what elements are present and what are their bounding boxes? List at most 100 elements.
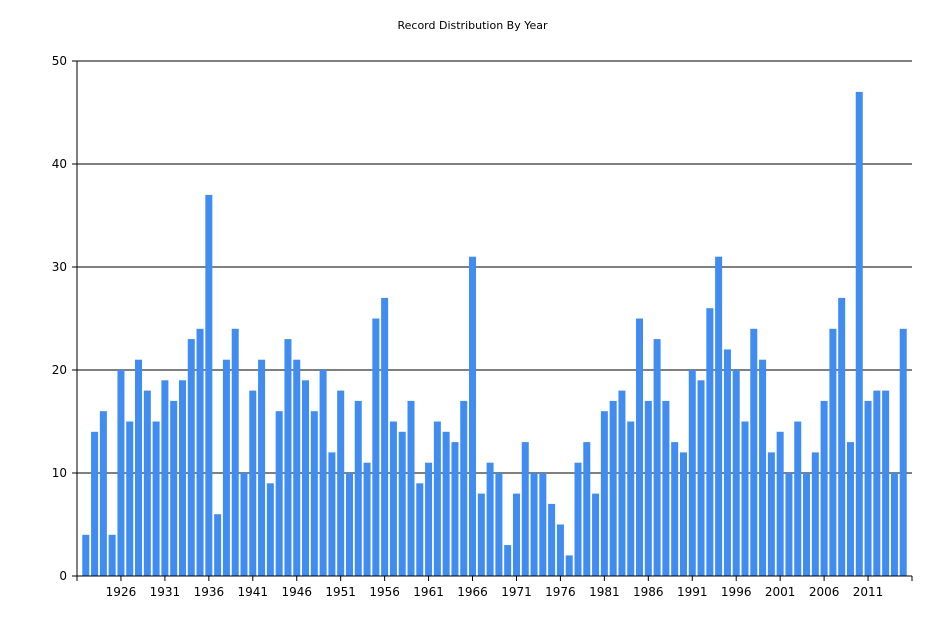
y-tick-label: 10 — [52, 466, 67, 480]
bar-1966 — [469, 256, 477, 576]
bar-2009 — [846, 442, 854, 576]
bar-1964 — [451, 442, 459, 576]
bar-1945 — [284, 339, 292, 576]
bar-1997 — [741, 421, 749, 576]
x-tick-label: 1946 — [281, 585, 312, 599]
bar-1996 — [732, 370, 740, 576]
bar-1991 — [688, 370, 696, 576]
bar-1993 — [706, 308, 714, 576]
bar-2012 — [873, 390, 881, 576]
chart-title: Record Distribution By Year — [397, 19, 548, 32]
bar-2013 — [882, 390, 890, 576]
x-tick-label: 1976 — [545, 585, 576, 599]
bar-2003 — [794, 421, 802, 576]
bar-1980 — [592, 493, 600, 576]
bar-1952 — [345, 473, 353, 576]
bar-1965 — [460, 400, 468, 576]
bar-1959 — [407, 400, 415, 576]
bar-1962 — [433, 421, 441, 576]
bar-2015 — [899, 328, 907, 576]
bar-2000 — [767, 452, 775, 576]
bar-1927 — [126, 421, 134, 576]
bar-1961 — [425, 462, 433, 576]
x-tick-label: 1996 — [721, 585, 752, 599]
x-tick-label: 1961 — [413, 585, 444, 599]
bar-1971 — [512, 493, 520, 576]
bar-1943 — [266, 483, 274, 576]
bar-1947 — [302, 380, 310, 576]
bar-2006 — [820, 400, 828, 576]
bar-1979 — [583, 442, 591, 576]
bar-1958 — [398, 431, 406, 576]
bar-1960 — [416, 483, 424, 576]
x-tick-label: 1956 — [369, 585, 400, 599]
bar-1931 — [161, 380, 169, 576]
bar-1967 — [477, 493, 485, 576]
x-tick-label: 1941 — [238, 585, 269, 599]
bar-1950 — [328, 452, 336, 576]
bar-2014 — [890, 473, 898, 576]
bar-1978 — [574, 462, 582, 576]
bar-1925 — [108, 534, 116, 576]
bar-1995 — [723, 349, 731, 576]
x-tick-label: 1951 — [325, 585, 356, 599]
bar-1936 — [205, 194, 213, 576]
x-tick-label: 1936 — [194, 585, 225, 599]
x-tick-label: 1986 — [633, 585, 664, 599]
x-tick-label: 1931 — [150, 585, 181, 599]
bar-1939 — [231, 328, 239, 576]
bar-1928 — [135, 359, 143, 576]
bar-1944 — [275, 411, 283, 576]
bar-1981 — [600, 411, 608, 576]
bar-1988 — [662, 400, 670, 576]
bar-1940 — [240, 473, 248, 576]
x-tick-label: 1981 — [589, 585, 620, 599]
y-tick-label: 20 — [52, 363, 67, 377]
y-tick-label: 0 — [59, 569, 67, 583]
bar-1969 — [495, 473, 503, 576]
bar-1990 — [679, 452, 687, 576]
bar-2002 — [785, 473, 793, 576]
bar-1994 — [715, 256, 723, 576]
bar-2004 — [803, 473, 811, 576]
bar-1982 — [609, 400, 617, 576]
x-tick-label: 2006 — [809, 585, 840, 599]
bar-2011 — [864, 400, 872, 576]
bar-1973 — [530, 473, 538, 576]
bar-1974 — [539, 473, 547, 576]
bar-1987 — [653, 339, 661, 576]
bar-1946 — [293, 359, 301, 576]
bar-1972 — [521, 442, 529, 576]
bar-1933 — [178, 380, 186, 576]
bar-2008 — [838, 297, 846, 576]
bar-1923 — [91, 431, 99, 576]
bar-1985 — [636, 318, 644, 576]
bar-1930 — [152, 421, 160, 576]
bar-1992 — [697, 380, 705, 576]
bar-1948 — [310, 411, 318, 576]
bar-1949 — [319, 370, 327, 576]
bar-2005 — [811, 452, 819, 576]
bar-1937 — [214, 514, 222, 576]
x-tick-label: 1971 — [501, 585, 532, 599]
bar-1953 — [354, 400, 362, 576]
x-tick-label: 1966 — [457, 585, 488, 599]
bar-1929 — [143, 390, 151, 576]
x-tick-label: 1991 — [677, 585, 708, 599]
bar-1955 — [372, 318, 380, 576]
bar-1986 — [644, 400, 652, 576]
bar-1976 — [556, 524, 564, 576]
bar-1924 — [99, 411, 107, 576]
bar-1926 — [117, 370, 125, 576]
bar-1999 — [759, 359, 767, 576]
y-tick-label: 50 — [52, 54, 67, 68]
bar-1942 — [258, 359, 266, 576]
bar-1922 — [82, 534, 90, 576]
bar-1963 — [442, 431, 450, 576]
bar-1984 — [627, 421, 635, 576]
bar-2001 — [776, 431, 784, 576]
bar-2007 — [829, 328, 837, 576]
x-tick-label: 1926 — [106, 585, 137, 599]
bar-1954 — [363, 462, 371, 576]
